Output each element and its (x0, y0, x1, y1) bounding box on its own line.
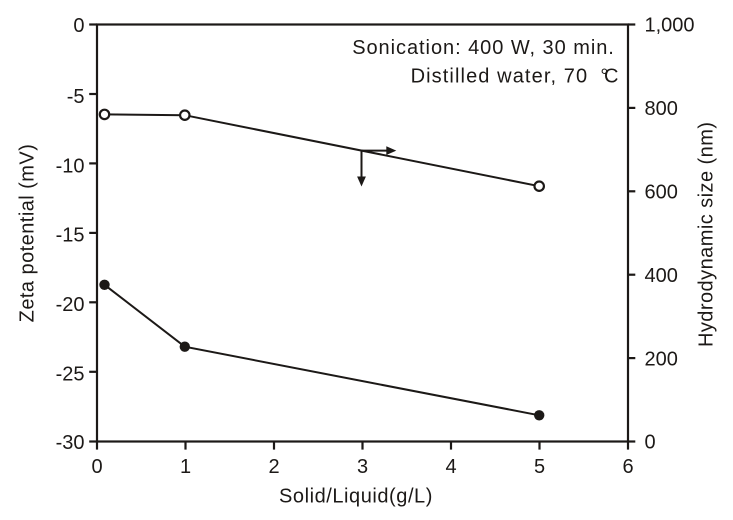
svg-text:-25: -25 (56, 363, 85, 385)
svg-text:800: 800 (645, 98, 678, 120)
svg-text:-20: -20 (56, 294, 85, 316)
svg-text:Distilled water, 70 °C: Distilled water, 70 °C (411, 65, 620, 87)
svg-text:Solid/Liquid(g/L): Solid/Liquid(g/L) (279, 485, 433, 507)
svg-text:5: 5 (534, 456, 545, 478)
svg-text:0: 0 (645, 432, 656, 454)
svg-text:-10: -10 (56, 155, 85, 177)
svg-text:4: 4 (445, 456, 456, 478)
svg-text:600: 600 (645, 182, 678, 204)
svg-text:Sonication: 400 W, 30 min.: Sonication: 400 W, 30 min. (352, 37, 615, 59)
svg-text:6: 6 (622, 456, 633, 478)
svg-text:0: 0 (73, 15, 84, 37)
svg-text:-30: -30 (56, 432, 85, 454)
svg-text:1: 1 (180, 456, 191, 478)
svg-text:3: 3 (357, 456, 368, 478)
svg-text:2: 2 (268, 456, 279, 478)
svg-text:400: 400 (645, 265, 678, 287)
svg-text:0: 0 (91, 456, 102, 478)
svg-text:200: 200 (645, 348, 678, 370)
svg-text:-5: -5 (67, 86, 85, 108)
svg-text:Zeta potential (mV): Zeta potential (mV) (17, 144, 39, 323)
svg-text:1,000: 1,000 (645, 15, 695, 37)
svg-text:Hydrodynamic size (nm): Hydrodynamic size (nm) (696, 122, 718, 348)
svg-text:-15: -15 (56, 225, 85, 247)
